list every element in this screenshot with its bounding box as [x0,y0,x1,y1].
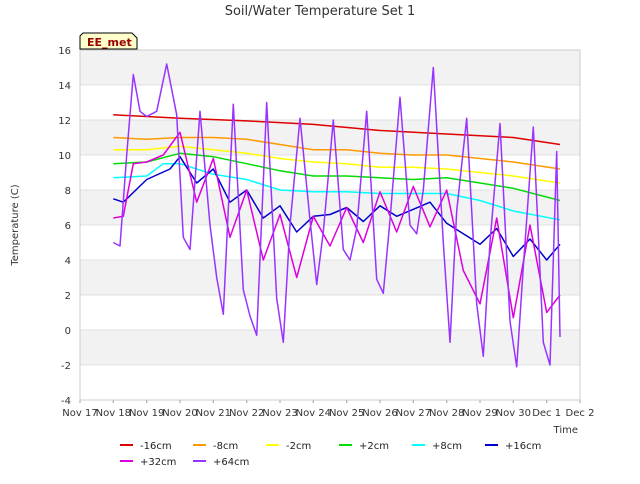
grid-band [80,365,580,400]
grid-band [80,295,580,330]
x-tick-label: Dec 1 [532,408,561,419]
legend-label: +8cm [432,441,462,452]
x-tick-label: Nov 22 [229,408,264,419]
site-badge-box [79,32,138,50]
chart-title: Soil/Water Temperature Set 1 [225,4,416,19]
y-tick-label: 10 [58,151,71,162]
x-tick-label: Nov 24 [296,408,331,419]
legend-label: +32cm [140,457,176,468]
x-tick-label: Nov 17 [62,408,97,419]
series-lines [112,63,561,368]
x-tick-label: Nov 27 [396,408,431,419]
grid-band [80,260,580,295]
series-line [113,131,561,319]
site-badge-label: EE_met [87,36,132,49]
x-tick-label: Nov 29 [462,408,497,419]
y-tick-label: 8 [65,186,71,197]
x-tick-label: Nov 18 [96,408,131,419]
legend: -16cm -8cm -2cm +2cm +8cm +16cm +32cm +64cm [120,441,541,468]
y-tick-label: 14 [58,81,71,92]
y-axis-label: Temperature (C) [10,184,21,266]
y-tick-labels: -4 -2 0 2 4 6 8 10 12 14 16 [58,46,71,407]
y-tick-label: 12 [58,116,71,127]
legend-label: +16cm [505,441,541,452]
x-tick-label: Nov 20 [162,408,197,419]
x-tick-label: Nov 28 [429,408,464,419]
x-tick-label: Nov 21 [196,408,231,419]
x-tick-label: Nov 23 [262,408,297,419]
x-tick-label: Nov 30 [496,408,531,419]
legend-label: +64cm [213,457,249,468]
legend-label: -16cm [140,441,172,452]
y-tick-label: -4 [61,396,71,407]
series-line [113,114,561,146]
series-line [112,63,561,368]
x-tick-label: Nov 26 [362,408,397,419]
x-tick-label: Nov 19 [129,408,164,419]
site-badge: EE_met [79,32,138,50]
y-tick-label: 6 [65,221,71,232]
grid-band [80,50,580,85]
y-tick-label: 2 [65,291,71,302]
legend-label: -2cm [286,441,311,452]
x-axis-label: Time [553,425,578,436]
plot-frame [79,49,581,401]
series-line [113,162,561,221]
y-tick-label: 16 [58,46,71,57]
y-tick-label: 4 [65,256,71,267]
grid-band [80,330,580,365]
x-tick-label: Nov 25 [329,408,364,419]
x-tick-label: Dec 2 [566,408,595,419]
legend-label: -8cm [213,441,238,452]
y-tick-label: -2 [61,361,71,372]
legend-label: +2cm [359,441,389,452]
grid-band [80,85,580,120]
grid-band [80,225,580,260]
y-tick-label: 0 [65,326,71,337]
